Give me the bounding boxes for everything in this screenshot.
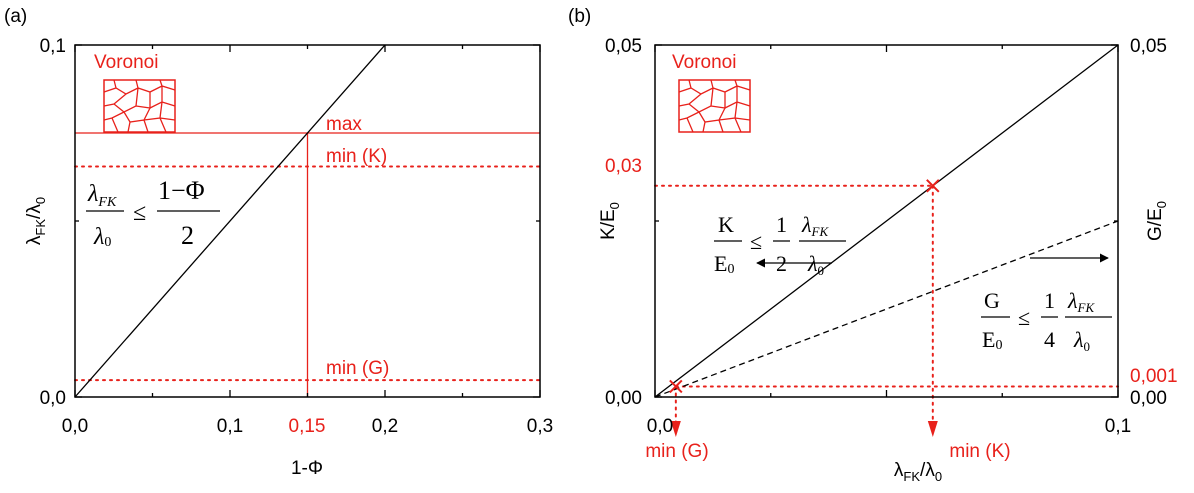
panel-a-voronoi-label: Voronoi <box>94 52 158 73</box>
svg-text:1: 1 <box>776 212 787 237</box>
panel-b-min-g-label: min (G) <box>645 441 708 462</box>
svg-text:2: 2 <box>181 221 194 250</box>
panel-b-ytick-right-label: 0,00 <box>1130 388 1167 409</box>
panel-a-max-label: max <box>326 114 362 135</box>
svg-text:λ0: λ0 <box>1073 327 1090 354</box>
panel-b-ytick-right-label: 0,05 <box>1130 36 1167 57</box>
panel-b-y-left-axis-title: K/E0 <box>598 202 622 240</box>
panel-b-down-arrowhead <box>670 421 681 437</box>
panel-a: (a) 0,0 0,1 0,2 0,3 0,15 0,0 0,1 1-Φ λFK… <box>4 6 553 479</box>
panel-a-min-g-label: min (G) <box>326 358 389 379</box>
panel-b-y-right-axis-title: G/E0 <box>1145 201 1169 241</box>
panel-b-xtick-label: 0,0 <box>647 416 673 437</box>
panel-a-xtick-label: 0,0 <box>62 416 88 437</box>
panel-a-equation: λFK λ0 ≤ 1−Φ 2 <box>86 176 220 250</box>
svg-text:λFK: λFK <box>801 212 829 239</box>
panel-b-x-axis-title: λFK/λ0 <box>894 460 942 484</box>
panel-b-ytick-left-label-red: 0,03 <box>605 156 642 177</box>
panel-a-y-axis-title: λFK/λ0 <box>24 197 48 245</box>
panel-a-xtick-label: 0,1 <box>217 416 243 437</box>
svg-text:1: 1 <box>1044 288 1055 313</box>
panel-b-markers <box>669 179 940 394</box>
panel-a-xtick-label: 0,2 <box>372 416 398 437</box>
svg-text:4: 4 <box>1044 327 1055 352</box>
svg-text:≤: ≤ <box>1018 305 1030 330</box>
svg-text:≤: ≤ <box>133 200 146 226</box>
voronoi-cells-icon <box>678 79 751 133</box>
panel-a-label: (a) <box>4 6 27 27</box>
panel-a-xtick-label-red: 0,15 <box>289 416 326 437</box>
panel-b: (b) 0,0 0,1 0,00 0,05 0,03 0,00 0,05 0,0… <box>568 6 1178 484</box>
svg-text:≤: ≤ <box>750 229 762 254</box>
svg-text:G: G <box>984 288 1000 313</box>
panel-b-g-equation: G E0 ≤ 1 4 λFK λ0 <box>981 288 1112 354</box>
panel-a-series <box>74 44 386 398</box>
panel-b-ytick-left-label: 0,05 <box>605 36 642 57</box>
panel-a-ytick-label: 0,1 <box>40 36 66 57</box>
panel-b-voronoi-label: Voronoi <box>672 52 736 73</box>
svg-text:λ0: λ0 <box>93 224 111 250</box>
panel-b-xtick-label: 0,1 <box>1105 416 1131 437</box>
panel-a-ytick-label: 0,0 <box>40 388 66 409</box>
panel-a-reference-lines <box>74 132 541 397</box>
voronoi-cells-icon <box>103 79 176 133</box>
panel-b-reference-lines <box>654 184 1119 437</box>
svg-text:E0: E0 <box>714 251 734 277</box>
panel-b-x-marker <box>926 179 940 193</box>
panel-a-ticks <box>74 44 541 398</box>
panel-b-series <box>654 44 1119 398</box>
panel-b-ytick-right-label-red: 0,001 <box>1130 366 1178 387</box>
panel-b-k-equation: K E0 ≤ 1 2 λFK λ0 <box>714 212 846 278</box>
panel-b-series-line <box>654 44 1119 398</box>
panel-a-x-axis-title: 1-Φ <box>291 458 323 479</box>
svg-text:λ0: λ0 <box>807 251 824 278</box>
panel-b-ticks <box>654 44 1119 398</box>
panel-b-ytick-left-label: 0,00 <box>605 388 642 409</box>
panel-b-min-k-label: min (K) <box>949 441 1010 462</box>
panel-b-down-arrowhead <box>927 421 938 437</box>
svg-text:λFK: λFK <box>87 181 117 210</box>
panel-b-series-line <box>654 220 1119 398</box>
svg-text:E0: E0 <box>982 327 1002 353</box>
panel-b-label: (b) <box>568 6 591 27</box>
panel-a-series-line <box>74 44 386 398</box>
panel-a-min-k-label: min (K) <box>326 146 387 167</box>
svg-text:K: K <box>718 212 734 237</box>
svg-text:λFK: λFK <box>1067 288 1095 315</box>
panel-b-x-marker <box>669 379 683 394</box>
panel-a-xtick-label: 0,3 <box>527 416 553 437</box>
svg-text:1−Φ: 1−Φ <box>158 176 205 205</box>
